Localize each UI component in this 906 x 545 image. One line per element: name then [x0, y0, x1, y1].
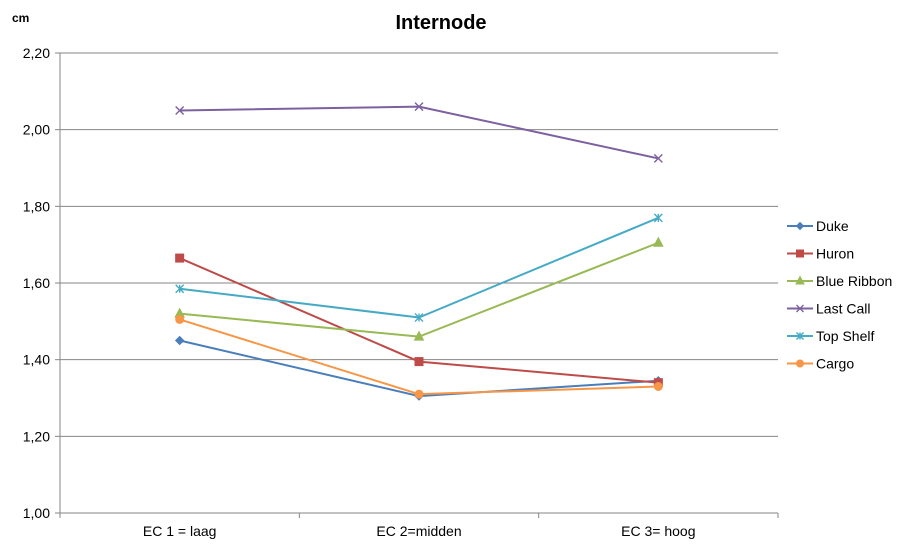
legend-label: Top Shelf	[816, 328, 874, 344]
y-tick-label: 1,20	[23, 428, 50, 444]
series-line-duke	[179, 339, 659, 398]
axis-layer: 1,00 1,20 1,40 1,60 1,80 2,00 2,20 EC 1 = laag E…	[23, 45, 779, 539]
data-point-last-call	[653, 153, 663, 163]
legend: Duke Huron Blue Ribbon Last Call Top Shelf Ca…	[787, 218, 892, 372]
data-point-cargo	[175, 314, 185, 324]
x-tick-label: EC 1 = laag	[143, 523, 217, 539]
y-tick-label: 1,80	[23, 198, 50, 214]
legend-swatch-marker	[796, 304, 804, 313]
legend-item-cargo: Cargo	[787, 356, 854, 372]
legend-item-blue-ribbon: Blue Ribbon	[787, 273, 892, 289]
data-point-blue-ribbon	[413, 330, 425, 341]
data-point-last-call	[175, 106, 185, 115]
y-axis-unit: cm	[12, 11, 29, 25]
x-tick-label: EC 3= hoog	[621, 523, 695, 539]
data-point-top-shelf	[175, 284, 185, 294]
legend-label: Duke	[816, 218, 849, 234]
legend-label: Last Call	[816, 301, 870, 317]
legend-item-huron: Huron	[787, 246, 854, 262]
legend-swatch-marker	[795, 275, 805, 285]
legend-label: Huron	[816, 246, 854, 262]
series-top-shelf	[175, 213, 663, 322]
series-layer	[174, 102, 664, 401]
y-tick-label: 1,40	[23, 352, 50, 368]
legend-label: Cargo	[816, 356, 854, 372]
series-blue-ribbon	[174, 236, 664, 341]
data-point-cargo	[414, 389, 424, 399]
legend-item-duke: Duke	[787, 218, 849, 234]
series-line-top-shelf	[179, 216, 659, 319]
legend-label: Blue Ribbon	[816, 273, 892, 289]
legend-swatch-marker	[796, 249, 804, 258]
data-point-top-shelf	[414, 313, 424, 322]
data-point-blue-ribbon	[653, 236, 664, 247]
legend-swatch-marker	[796, 332, 804, 340]
y-tick-label: 1,00	[23, 505, 50, 521]
data-point-huron	[414, 357, 424, 367]
data-point-top-shelf	[653, 213, 663, 223]
grid-layer	[60, 52, 778, 514]
y-tick-label: 2,20	[23, 45, 50, 61]
legend-item-top-shelf: Top Shelf	[787, 328, 874, 344]
legend-swatch-marker	[796, 359, 804, 368]
data-point-duke	[174, 335, 185, 346]
data-point-last-call	[414, 102, 424, 112]
data-point-cargo	[653, 382, 663, 391]
y-tick-label: 1,60	[23, 275, 50, 291]
series-cargo	[175, 314, 663, 399]
legend-item-last-call: Last Call	[787, 301, 870, 317]
series-last-call	[175, 102, 663, 163]
x-tick-label: EC 2=midden	[376, 523, 461, 539]
series-line-last-call	[179, 105, 659, 160]
y-tick-label: 2,00	[23, 122, 50, 138]
data-point-huron	[175, 253, 185, 263]
chart-title: Internode	[395, 12, 486, 34]
legend-swatch-marker	[795, 221, 805, 231]
